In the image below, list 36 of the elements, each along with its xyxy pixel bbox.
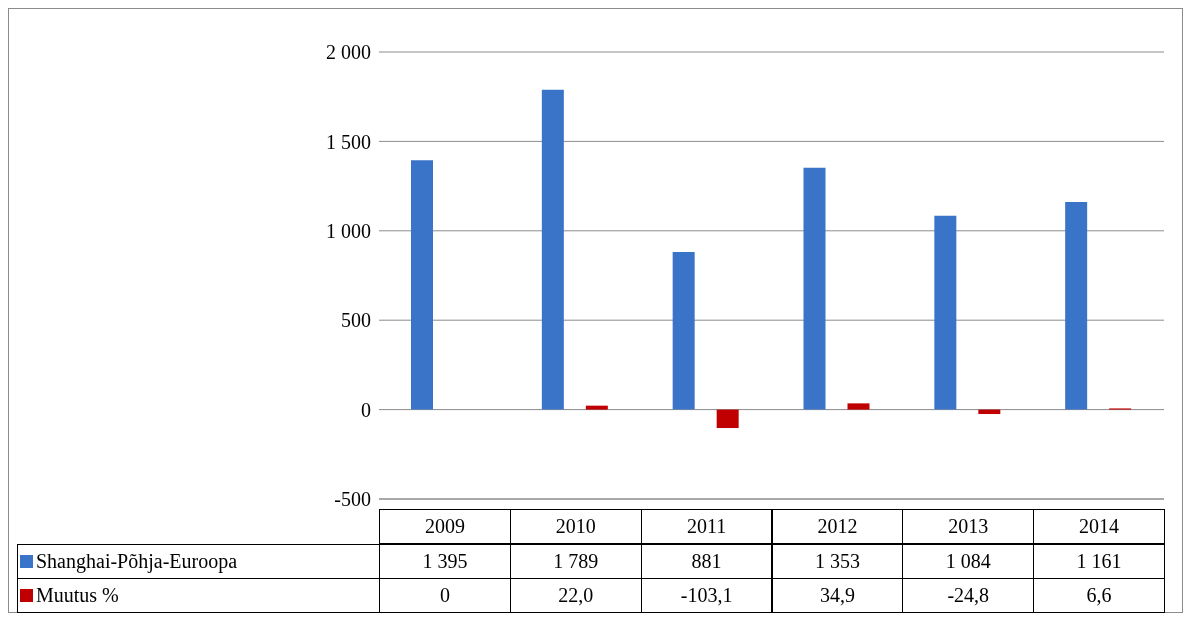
data-label: 1 789	[509, 544, 642, 579]
data-label: -24,8	[902, 578, 1035, 613]
bar	[1065, 202, 1088, 410]
legend-label: Shanghai-Põhja-Euroopa	[36, 550, 238, 573]
bar	[541, 89, 564, 410]
bar	[585, 405, 608, 410]
y-tick-label: 1 000	[326, 219, 371, 242]
data-label: 881	[640, 544, 773, 579]
x-tick-label: 2013	[902, 509, 1035, 544]
y-tick-label: 2 000	[326, 41, 371, 64]
bar	[411, 160, 433, 410]
x-tick-label: 2010	[509, 509, 642, 544]
x-tick-label: 2012	[771, 509, 904, 544]
bar	[716, 409, 739, 429]
y-tick-label: -500	[334, 488, 371, 511]
data-label: 34,9	[771, 578, 904, 613]
data-label: 1 161	[1033, 544, 1165, 579]
bar	[978, 409, 1001, 415]
data-label: 1 395	[379, 544, 511, 579]
y-tick-label: 500	[341, 309, 371, 332]
bar	[803, 167, 826, 410]
legend-label: Muutus %	[36, 584, 119, 607]
bar	[934, 215, 957, 410]
data-label: 0	[379, 578, 511, 613]
data-label: 1 353	[771, 544, 904, 579]
data-label: 22,0	[509, 578, 642, 613]
data-label: -103,1	[640, 578, 773, 613]
x-tick-label: 2009	[379, 509, 511, 544]
bar	[672, 252, 695, 410]
x-tick-label: 2011	[640, 509, 773, 544]
data-label: 1 084	[902, 544, 1035, 579]
x-tick-label: 2014	[1033, 509, 1165, 544]
data-label: 6,6	[1033, 578, 1165, 613]
y-tick-label: 0	[361, 398, 371, 421]
bar	[847, 403, 870, 410]
y-tick-label: 1 500	[326, 130, 371, 153]
